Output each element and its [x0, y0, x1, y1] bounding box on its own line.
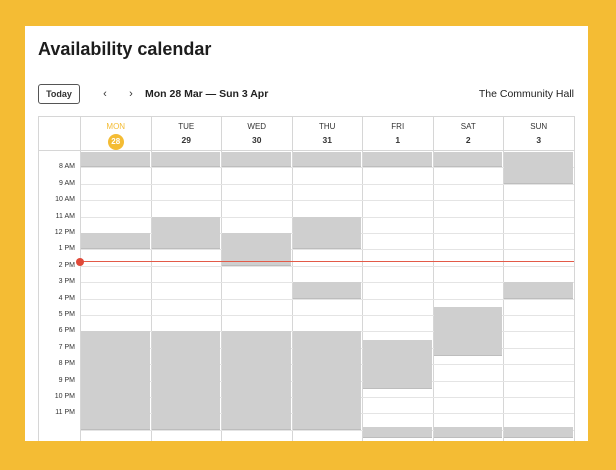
current-time-line	[79, 260, 574, 263]
today-button[interactable]: Today	[38, 84, 80, 104]
booked-slot[interactable]	[363, 339, 432, 389]
day-number: 3	[536, 135, 542, 145]
booked-slot[interactable]	[504, 152, 573, 184]
time-label: 1 PM	[58, 245, 75, 253]
time-label: 7 PM	[58, 343, 75, 351]
day-header-thu: THU 31	[291, 117, 363, 151]
hour-gridline	[81, 167, 574, 169]
booked-slot[interactable]	[81, 331, 150, 430]
day-name: MON	[106, 122, 126, 131]
day-header-sat: SAT 2	[432, 117, 504, 151]
column-divider	[362, 151, 363, 441]
hour-gridline	[81, 183, 574, 185]
booked-slot[interactable]	[504, 282, 573, 299]
day-number: 29	[181, 135, 191, 145]
column-divider	[80, 151, 81, 441]
booked-slot[interactable]	[433, 426, 502, 438]
page-title: Availability calendar	[38, 39, 212, 59]
day-name: WED	[247, 122, 267, 131]
time-label: 8 AM	[59, 163, 75, 171]
booked-slot[interactable]	[81, 233, 150, 250]
hour-gridline	[81, 298, 574, 300]
time-label: 2 PM	[58, 261, 75, 269]
booked-slot[interactable]	[81, 152, 150, 168]
booked-slot[interactable]	[433, 306, 502, 356]
time-label: 5 PM	[58, 311, 75, 318]
booked-slot[interactable]	[151, 331, 220, 430]
day-header-row: MON 28 TUE 29 WED 30 THU 31 FRI 1 SAT 2 SUN 3	[39, 117, 574, 151]
time-label: 8 PM	[58, 360, 75, 368]
booked-slot[interactable]	[363, 426, 432, 438]
booked-slot[interactable]	[363, 152, 432, 168]
day-header-fri: FRI 1	[362, 117, 433, 151]
time-label: 4 PM	[58, 294, 75, 302]
booked-slot[interactable]	[222, 152, 291, 168]
booked-slot[interactable]	[222, 233, 291, 266]
time-label: 9 AM	[59, 179, 75, 187]
day-number: 31	[322, 135, 332, 145]
day-header-sun: SUN 3	[503, 117, 574, 151]
week-grid: MON 28 TUE 29 WED 30 THU 31 FRI 1 SAT 2 SUN 3 8 AM 9 A…	[38, 116, 575, 441]
day-number: 1	[395, 135, 401, 145]
hour-gridline	[81, 429, 574, 431]
booked-slot[interactable]	[151, 152, 220, 168]
hour-gridline	[81, 315, 574, 316]
day-header-wed: WED 30	[221, 117, 292, 151]
time-label: 11 PM	[55, 409, 75, 417]
day-header-mon: MON 28	[80, 117, 151, 151]
day-name: TUE	[178, 122, 195, 131]
day-header-tue: TUE 29	[150, 117, 222, 151]
next-week-chevron-right-icon[interactable]: ›	[129, 88, 133, 100]
prev-week-chevron-left-icon[interactable]: ‹	[103, 88, 107, 100]
booked-slot[interactable]	[433, 152, 502, 168]
column-divider	[573, 151, 574, 441]
column-divider	[221, 151, 222, 441]
day-name: SAT	[460, 122, 476, 131]
booked-slot[interactable]	[292, 282, 361, 299]
time-label: 10 AM	[55, 196, 75, 204]
time-label: 6 PM	[58, 327, 75, 335]
booked-slot[interactable]	[151, 216, 220, 250]
time-label: 10 PM	[54, 393, 75, 400]
booked-slot[interactable]	[292, 152, 361, 168]
day-name: THU	[319, 122, 336, 131]
column-divider	[432, 151, 434, 441]
calendar-card: Availability calendar Today ‹ › Mon 28 M…	[25, 26, 588, 441]
column-divider	[291, 151, 293, 441]
hour-gridline	[81, 265, 574, 267]
day-name: SUN	[530, 122, 548, 131]
current-time-dot	[76, 257, 84, 266]
day-number: 28	[107, 133, 124, 150]
day-name: FRI	[391, 122, 405, 131]
hour-gridline	[81, 249, 574, 251]
column-divider	[150, 151, 152, 441]
day-number: 2	[465, 135, 471, 145]
booked-slot[interactable]	[292, 216, 361, 250]
time-label: 11 AM	[55, 212, 75, 220]
time-label: 12 PM	[54, 229, 75, 236]
booked-slot[interactable]	[504, 426, 573, 438]
date-range-label: Mon 28 Mar — Sun 3 Apr	[145, 88, 269, 100]
hour-gridline	[81, 200, 574, 202]
day-number: 30	[252, 135, 262, 145]
time-label: 9 PM	[58, 376, 75, 384]
booked-slot[interactable]	[292, 331, 361, 430]
column-divider	[503, 151, 504, 441]
venue-name: The Community Hall	[478, 88, 574, 100]
time-label: 3 PM	[58, 278, 75, 286]
booked-slot[interactable]	[222, 331, 291, 430]
